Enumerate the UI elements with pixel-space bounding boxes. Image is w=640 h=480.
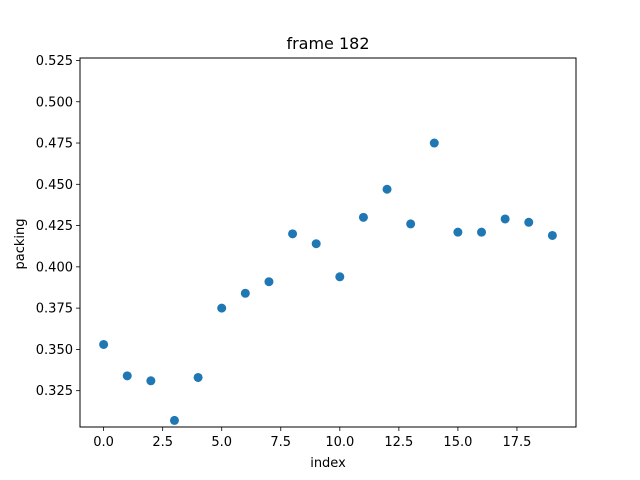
data-point <box>382 184 392 194</box>
x-tick-label: 7.5 <box>270 435 291 450</box>
data-point <box>453 227 463 237</box>
x-axis-label: index <box>310 456 346 471</box>
data-point <box>264 277 274 287</box>
y-tick-label: 0.500 <box>36 95 73 110</box>
x-tick-label: 15.0 <box>443 435 472 450</box>
y-tick-label: 0.425 <box>36 219 73 234</box>
x-tick-label: 17.5 <box>502 435 531 450</box>
data-point <box>335 272 345 282</box>
y-tick-label: 0.525 <box>36 54 73 69</box>
y-axis-label: packing <box>13 219 28 270</box>
data-point <box>217 303 227 313</box>
data-point <box>477 227 487 237</box>
data-point <box>406 219 416 229</box>
data-points <box>99 138 557 425</box>
data-point <box>169 415 179 425</box>
data-point <box>288 229 298 239</box>
x-tick-label: 5.0 <box>211 435 232 450</box>
data-point <box>193 372 203 382</box>
y-tick-label: 0.350 <box>36 343 73 358</box>
x-tick-label: 12.5 <box>384 435 413 450</box>
x-tick-label: 0.0 <box>93 435 114 450</box>
data-point <box>311 239 321 249</box>
data-point <box>358 212 368 222</box>
data-point <box>146 376 156 386</box>
x-tick-label: 10.0 <box>325 435 354 450</box>
data-point <box>122 371 132 381</box>
plot-frame <box>79 57 577 428</box>
y-tick-label: 0.475 <box>36 137 73 152</box>
y-tick-label: 0.450 <box>36 178 73 193</box>
data-point <box>500 214 510 224</box>
y-tick-label: 0.375 <box>36 302 73 317</box>
y-axis: 0.325 0.350 0.375 0.400 0.425 0.450 0.475 0.500… <box>36 54 80 399</box>
data-point <box>429 138 439 148</box>
data-point <box>240 288 250 298</box>
chart-title: frame 182 <box>286 34 369 53</box>
x-axis: 0.0 2.5 5.0 7.5 10.0 12.5 15.0 17.5 <box>93 427 531 450</box>
y-tick-label: 0.400 <box>36 260 73 275</box>
x-tick-label: 2.5 <box>152 435 173 450</box>
data-point <box>99 339 109 349</box>
data-point <box>524 217 534 227</box>
data-point <box>547 230 557 240</box>
y-tick-label: 0.325 <box>36 384 73 399</box>
